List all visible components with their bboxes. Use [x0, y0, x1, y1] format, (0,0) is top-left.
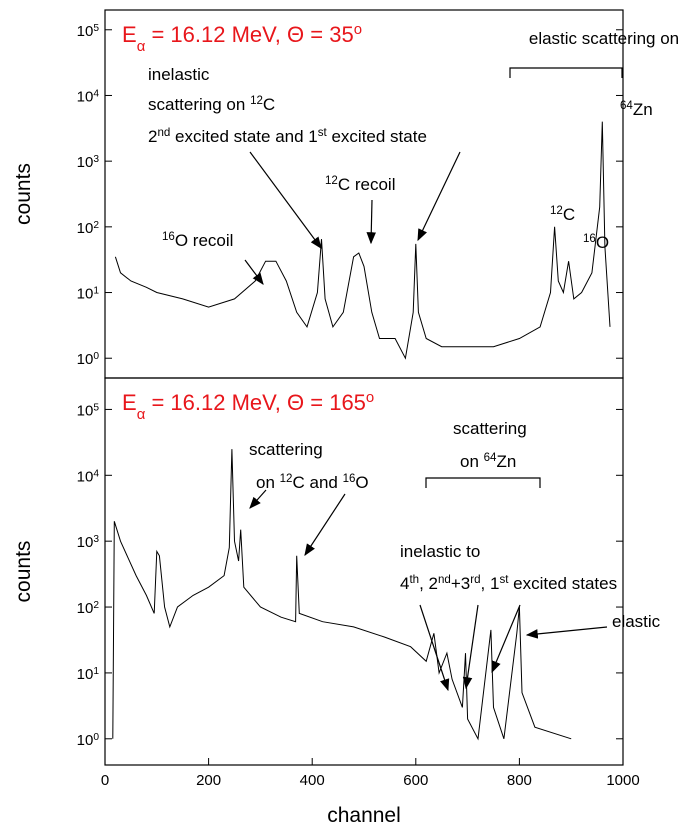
- chart-title: Eα = 16.12 MeV, Θ = 165o: [122, 389, 374, 423]
- y-axis-label: counts: [12, 163, 35, 225]
- x-axis-label: channel: [327, 804, 401, 827]
- annotation: 64Zn: [620, 100, 653, 119]
- arrow: [525, 626, 608, 639]
- x-tick-label: 200: [196, 772, 221, 789]
- y-axis-label: counts: [12, 541, 35, 603]
- y-tick-label: 105: [77, 22, 100, 40]
- annotation: elastic scattering on: [529, 29, 679, 48]
- bracket: [425, 477, 541, 488]
- annotation: 4th, 2nd+3rd, 1st excited states: [400, 574, 617, 593]
- y-tick-label: 101: [77, 285, 100, 303]
- annotation: 16O recoil: [162, 231, 233, 250]
- arrow: [491, 604, 521, 674]
- spectrum-line: [112, 449, 572, 741]
- y-tick-label: 102: [77, 600, 100, 618]
- y-tick-label: 103: [77, 534, 100, 552]
- chart-title: Eα = 16.12 MeV, Θ = 35o: [122, 21, 362, 55]
- arrow: [304, 493, 346, 557]
- arrow: [419, 604, 450, 692]
- annotation: scattering: [453, 419, 527, 438]
- annotation: 16O: [583, 233, 609, 252]
- y-tick-label: 104: [77, 88, 100, 106]
- spectrum-line: [114, 121, 611, 360]
- x-tick-label: 400: [300, 772, 325, 789]
- y-tick-label: 105: [77, 402, 100, 420]
- arrow: [244, 259, 264, 285]
- y-tick-label: 101: [77, 665, 100, 683]
- annotation: inelastic: [148, 65, 210, 84]
- y-tick-label: 103: [77, 154, 100, 172]
- y-tick-label: 100: [77, 351, 100, 369]
- annotation: scattering on 12C: [148, 95, 275, 114]
- bracket: [509, 67, 623, 78]
- annotation: elastic: [612, 612, 661, 631]
- y-tick-label: 104: [77, 468, 100, 486]
- x-tick-label: 0: [101, 772, 109, 789]
- annotation: 12C recoil: [325, 175, 395, 194]
- y-tick-label: 102: [77, 219, 100, 237]
- annotation: scattering: [249, 440, 323, 459]
- annotation: 2nd excited state and 1st excited state: [148, 127, 427, 146]
- arrow: [417, 151, 461, 242]
- y-tick-label: 100: [77, 731, 100, 749]
- annotation: 12C: [550, 205, 575, 224]
- plot-frame: [104, 377, 624, 766]
- annotation: on 12C and 16O: [256, 473, 369, 492]
- x-tick-label: 1000: [606, 772, 639, 789]
- annotation: on 64Zn: [460, 452, 516, 471]
- arrow: [366, 199, 377, 245]
- arrow: [462, 604, 479, 690]
- annotation: inelastic to: [400, 542, 480, 561]
- arrow: [249, 489, 267, 509]
- x-tick-label: 600: [403, 772, 428, 789]
- arrow: [249, 151, 322, 249]
- x-tick-label: 800: [507, 772, 532, 789]
